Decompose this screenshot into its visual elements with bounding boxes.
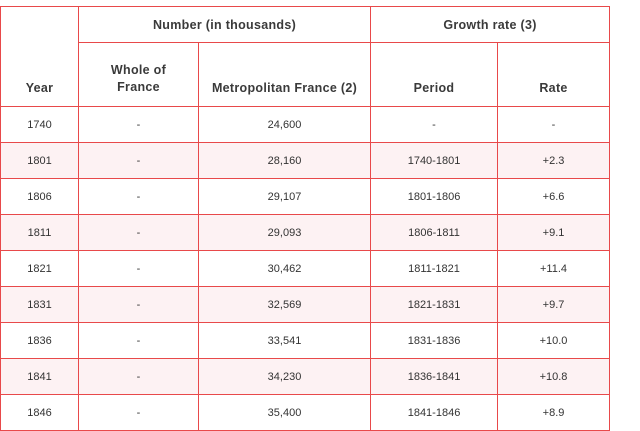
header-rate: Rate: [497, 42, 611, 107]
cell-year: 1841: [0, 358, 79, 395]
cell-rate: -: [497, 106, 611, 143]
header-metropolitan-france: Metropolitan France (2): [197, 42, 372, 107]
cell-period: 1836-1841: [370, 358, 499, 395]
cell-year: 1821: [0, 250, 79, 287]
cell-year: 1831: [0, 286, 79, 323]
cell-rate: +11.4: [497, 250, 611, 287]
table-row: 1740-24,600- -: [0, 106, 611, 143]
cell-year: 1811: [0, 214, 79, 251]
cell-metropolitan-france: 32,569: [197, 286, 372, 323]
cell-rate: +10.0: [497, 322, 611, 359]
cell-metropolitan-france: 29,093: [197, 214, 372, 251]
population-table: Year Number (in thousands) Growth rate (…: [0, 6, 611, 431]
table-row: 1811-29,093 1806-1811 +9.1: [0, 214, 611, 251]
table-row: 1806-29,107 1801-1806 +6.6: [0, 178, 611, 215]
header-year: Year: [0, 6, 79, 107]
header-whole-line1: Whole of: [110, 63, 167, 77]
cell-period: 1831-1836: [370, 322, 499, 359]
cell-year: 1740: [0, 106, 79, 143]
header-number-group: Number (in thousands): [77, 6, 372, 43]
cell-metropolitan-france: 34,230: [197, 358, 372, 395]
cell-rate: +10.8: [497, 358, 611, 395]
cell-whole-of-france: -: [78, 178, 199, 215]
cell-metropolitan-france: 29,107: [197, 178, 372, 215]
cell-whole-of-france: -: [78, 142, 199, 179]
cell-period: 1801-1806: [370, 178, 499, 215]
cell-rate: +9.1: [497, 214, 611, 251]
cell-year: 1806: [0, 178, 79, 215]
table-row: 1841-34,230 1836-1841 +10.8: [0, 358, 611, 395]
header-whole-of-france: Whole of France: [78, 42, 199, 107]
cell-period: -: [370, 106, 499, 143]
cell-metropolitan-france: 33,541: [197, 322, 372, 359]
header-period: Period: [370, 42, 499, 107]
cell-whole-of-france: -: [78, 214, 199, 251]
cell-period: 1821-1831: [370, 286, 499, 323]
table-row: 1836-33,541 1831-1836 +10.0: [0, 322, 611, 359]
cell-rate: +9.7: [497, 286, 611, 323]
cell-metropolitan-france: 24,600: [197, 106, 372, 143]
table-row: 1821-30,462 1811-1821 +11.4: [0, 250, 611, 287]
cell-whole-of-france: -: [78, 106, 199, 143]
cell-period: 1806-1811: [370, 214, 499, 251]
table-row: 1801-28,160 1740-1801 +2.3: [0, 142, 611, 179]
table-header: Year Number (in thousands) Growth rate (…: [0, 6, 611, 107]
cell-whole-of-france: -: [78, 322, 199, 359]
cell-metropolitan-france: 30,462: [197, 250, 372, 287]
cell-metropolitan-france: 28,160: [197, 142, 372, 179]
cell-rate: +2.3: [497, 142, 611, 179]
cell-whole-of-france: -: [78, 286, 199, 323]
cell-whole-of-france: -: [78, 250, 199, 287]
table-row: 1831-32,569 1821-1831 +9.7: [0, 286, 611, 323]
header-growth-group: Growth rate (3): [370, 6, 611, 43]
cell-rate: +6.6: [497, 178, 611, 215]
table-body: 1740-24,600- -1801-28,160 1740-1801 +2.3 180…: [0, 106, 611, 431]
cell-year: 1801: [0, 142, 79, 179]
population-table-container: Year Number (in thousands) Growth rate (…: [0, 6, 611, 431]
header-whole-line2: France: [117, 80, 160, 94]
cell-period: 1740-1801: [370, 142, 499, 179]
cell-whole-of-france: -: [78, 358, 199, 395]
cell-period: 1811-1821: [370, 250, 499, 287]
cell-year: 1836: [0, 322, 79, 359]
